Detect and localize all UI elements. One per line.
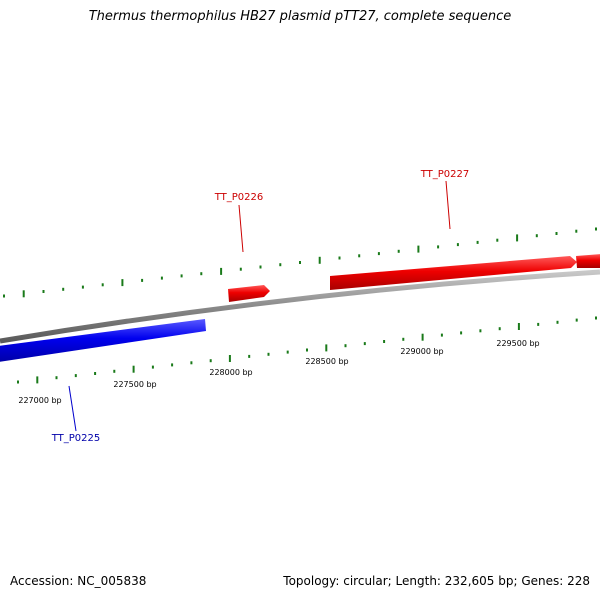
scale-label: 227500 bp [113, 380, 156, 389]
gene-tt-p0225[interactable]: TT_P0225 [0, 319, 206, 444]
map-title: Thermus thermophilus HB27 plasmid pTT27,… [88, 9, 512, 24]
scale-label: 229000 bp [400, 347, 443, 356]
outer-tick-row [3, 227, 597, 298]
scale-label: 228500 bp [305, 357, 348, 366]
scale-label: 227000 bp [18, 396, 61, 405]
gene-label-leader [445, 180, 451, 230]
gene-tt-p0226[interactable]: TT_P0226 [214, 192, 270, 302]
gene-label: TT_P0225 [51, 433, 101, 444]
gene-label: TT_P0227 [420, 169, 470, 180]
gene-arrow[interactable] [330, 256, 577, 290]
gene-tt-p0227[interactable]: TT_P0227 [330, 169, 600, 290]
gene-label-leader [68, 385, 77, 432]
gene-label-leader [238, 204, 244, 253]
inner-tick-row [17, 316, 597, 384]
sequence-backbone [0, 269, 600, 344]
scale-label: 228000 bp [209, 368, 252, 377]
accession-label: Accession: NC_005838 [10, 574, 147, 588]
gene-label: TT_P0226 [214, 192, 264, 203]
gene-arrow[interactable] [228, 285, 270, 302]
gene-arrow[interactable] [0, 319, 206, 362]
gene-arrow-continued[interactable] [576, 254, 600, 268]
scale-labels: 227000 bp 227500 bp 228000 bp 228500 bp … [18, 339, 539, 405]
scale-label: 229500 bp [496, 339, 539, 348]
map-summary: Topology: circular; Length: 232,605 bp; … [283, 574, 590, 588]
